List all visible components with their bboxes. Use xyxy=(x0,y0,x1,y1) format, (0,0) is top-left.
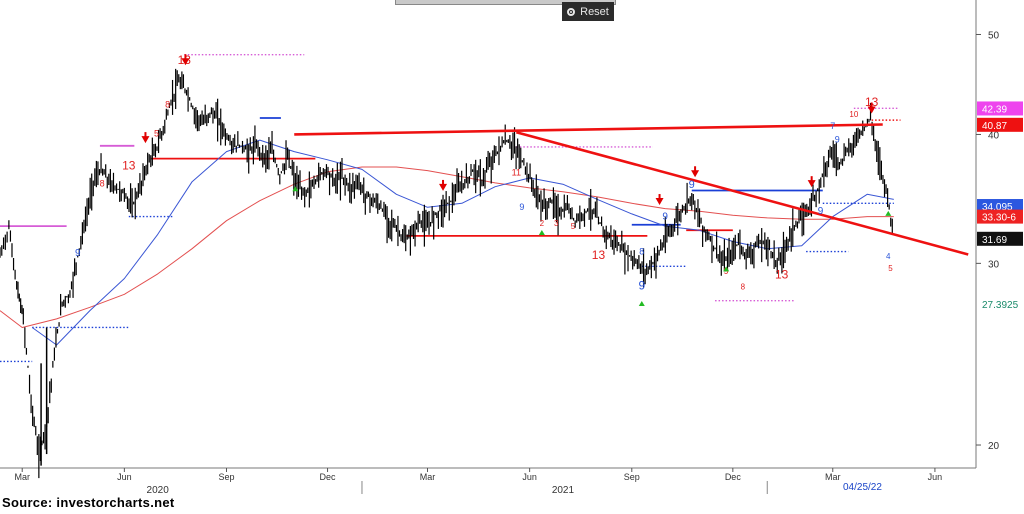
price-label-box xyxy=(977,117,1023,132)
price-label-box xyxy=(977,209,1023,224)
x-tick-label: Mar xyxy=(420,472,436,482)
count-label: 9 xyxy=(689,179,695,191)
level-lines xyxy=(0,53,901,363)
count-label: 7 xyxy=(830,121,835,131)
count-labels: 131389581192351398999813979101345 xyxy=(75,53,893,292)
trendline xyxy=(294,123,883,136)
count-label: 10 xyxy=(849,110,858,119)
count-label: 9 xyxy=(662,211,668,222)
trendline xyxy=(515,130,969,256)
year-label: 2021 xyxy=(552,485,575,496)
up-arrow-marker xyxy=(292,186,299,192)
count-label: 4 xyxy=(886,252,891,261)
signal-arrows xyxy=(141,54,892,306)
count-label: 13 xyxy=(592,248,606,262)
price-label-text: 42.39 xyxy=(982,104,1007,115)
down-arrow-marker xyxy=(807,180,816,188)
count-label: 8 xyxy=(639,246,644,256)
top-toolbar-strip xyxy=(395,0,616,5)
y-tick-label: 30 xyxy=(988,259,1000,270)
count-label: 9 xyxy=(75,248,81,259)
down-arrow-marker xyxy=(439,183,448,191)
y-tick-label: 50 xyxy=(988,30,1000,41)
count-label: 2 xyxy=(540,219,545,228)
year-label: 2020 xyxy=(147,485,170,496)
price-label-text: 40.87 xyxy=(982,121,1007,132)
price-label-box xyxy=(977,231,1023,246)
price-label-box xyxy=(977,101,1023,116)
price-label-text: 33.30-6 xyxy=(982,213,1016,224)
count-label: 9 xyxy=(835,134,840,144)
down-arrow-marker xyxy=(691,170,700,178)
up-arrow-marker xyxy=(638,300,645,306)
count-label: 13 xyxy=(865,95,879,109)
x-tick-label: Sep xyxy=(219,472,235,482)
count-label: 9 xyxy=(638,278,645,292)
y-tick-label: 20 xyxy=(988,441,1000,452)
count-label: 8 xyxy=(165,99,170,109)
up-arrow-marker xyxy=(885,210,892,216)
price-label-text: 27.3925 xyxy=(982,300,1019,311)
count-label: 8 xyxy=(100,179,105,189)
reset-label: Reset xyxy=(580,5,609,18)
count-label: 9 xyxy=(818,206,824,217)
y-axis-panel xyxy=(976,0,1024,514)
down-arrow-marker xyxy=(655,198,664,206)
price-label-text: 34.095 xyxy=(982,202,1013,213)
count-label: 5 xyxy=(571,222,576,231)
source-credit: Source: investorcharts.net xyxy=(2,495,175,510)
up-arrow-marker xyxy=(538,230,545,236)
price-label-box xyxy=(977,199,1023,214)
x-tick-label: Sep xyxy=(624,472,640,482)
y-tick-label: 40 xyxy=(988,130,1000,141)
down-arrow-marker xyxy=(141,136,150,144)
price-label-box xyxy=(977,297,1023,312)
up-arrow-marker xyxy=(723,266,730,272)
count-label: 8 xyxy=(741,282,746,291)
count-label: 5 xyxy=(154,129,159,139)
x-tick-label: Jun xyxy=(522,472,537,482)
price-label-text: 31.69 xyxy=(982,235,1007,246)
count-label: 9 xyxy=(519,202,524,212)
count-label: 11 xyxy=(512,167,521,177)
down-arrow-marker xyxy=(867,106,876,114)
down-arrow-marker xyxy=(181,58,190,66)
count-label: 3 xyxy=(554,219,559,228)
current-date-label: 04/25/22 xyxy=(843,482,882,493)
x-tick-label: Dec xyxy=(725,472,742,482)
x-tick-label: Dec xyxy=(320,472,337,482)
x-tick-label: Mar xyxy=(825,472,841,482)
x-tick-label: Jun xyxy=(117,472,132,482)
x-tick-label: Jun xyxy=(928,472,943,482)
price-bars xyxy=(0,68,893,479)
count-label: 13 xyxy=(775,268,789,282)
long-moving-average-line xyxy=(0,166,894,328)
reset-icon xyxy=(567,7,576,16)
reset-button[interactable]: Reset xyxy=(562,2,614,21)
count-label: 13 xyxy=(122,158,136,172)
count-label: 5 xyxy=(888,264,893,273)
x-tick-label: Mar xyxy=(14,472,30,482)
